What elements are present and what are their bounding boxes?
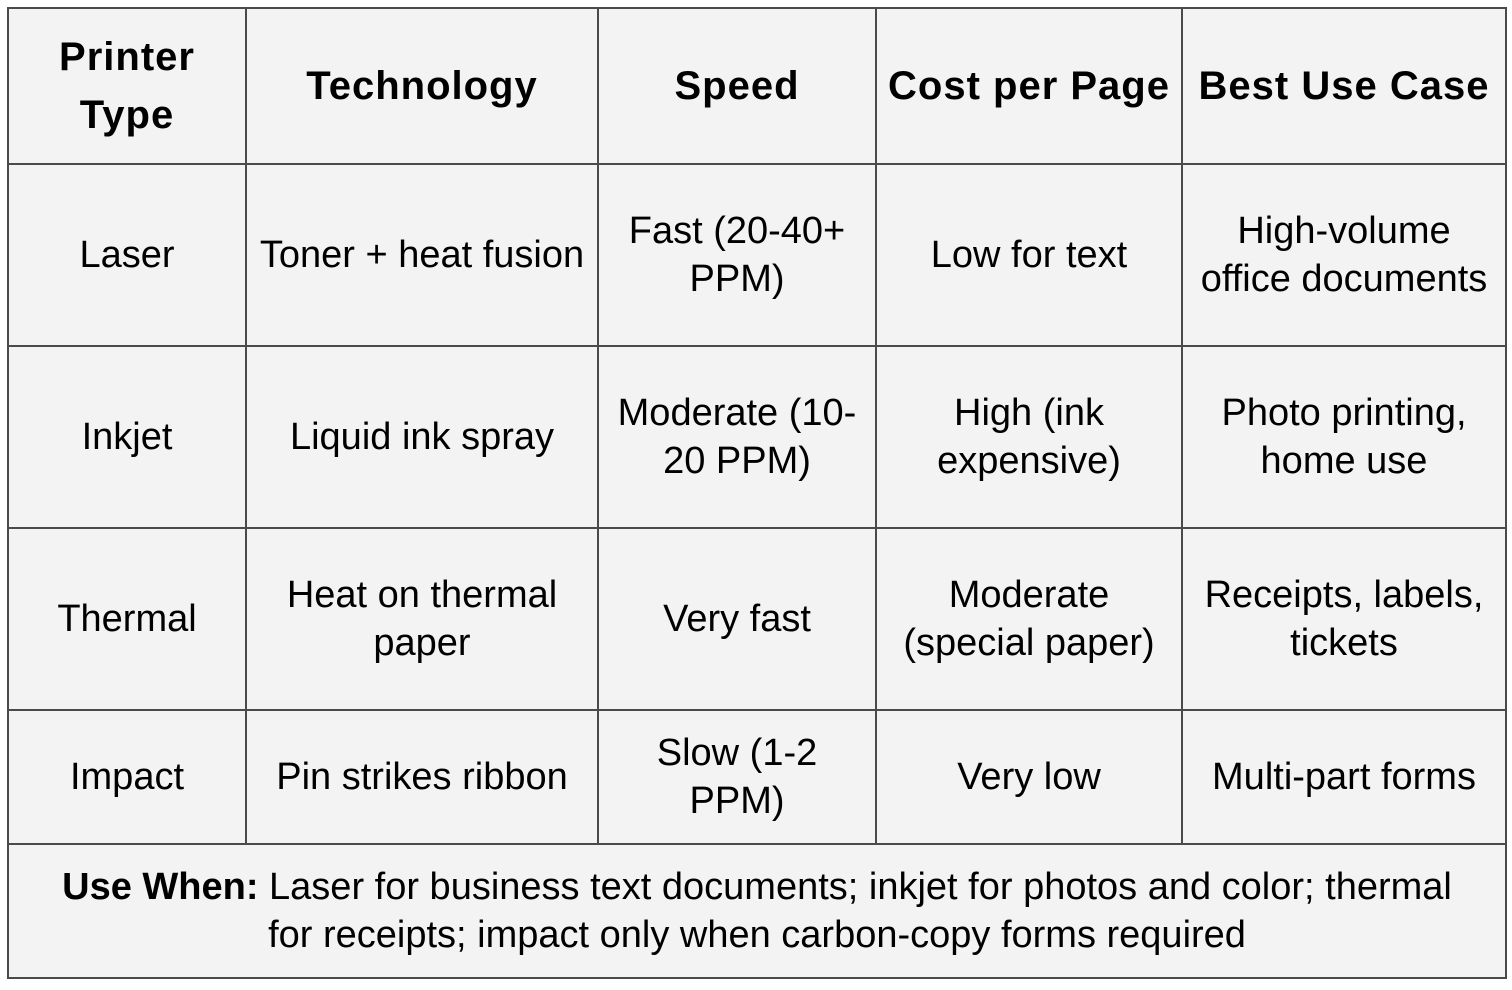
cell-best-use-case: Photo printing, home use bbox=[1181, 345, 1507, 529]
note-row: Use When: Laser for business text docume… bbox=[7, 843, 1507, 979]
cell-speed: Slow (1-2 PPM) bbox=[597, 709, 877, 845]
cell-technology: Heat on thermal paper bbox=[245, 527, 599, 711]
cell-printer-type: Thermal bbox=[7, 527, 247, 711]
note-text: Laser for business text documents; inkje… bbox=[258, 866, 1452, 956]
cell-printer-type: Laser bbox=[7, 163, 247, 347]
note-label: Use When: bbox=[62, 866, 259, 908]
cell-cost-per-page: Low for text bbox=[875, 163, 1183, 347]
table-row: Inkjet Liquid ink spray Moderate (10-20 … bbox=[7, 345, 1507, 529]
cell-speed: Moderate (10-20 PPM) bbox=[597, 345, 877, 529]
note-cell: Use When: Laser for business text docume… bbox=[7, 843, 1507, 979]
printer-comparison-table: Printer Type Technology Speed Cost per P… bbox=[7, 7, 1507, 979]
cell-technology: Pin strikes ribbon bbox=[245, 709, 599, 845]
cell-printer-type: Inkjet bbox=[7, 345, 247, 529]
header-technology: Technology bbox=[245, 7, 599, 165]
cell-technology: Toner + heat fusion bbox=[245, 163, 599, 347]
cell-cost-per-page: High (ink expensive) bbox=[875, 345, 1183, 529]
header-cost-per-page: Cost per Page bbox=[875, 7, 1183, 165]
table-row: Laser Toner + heat fusion Fast (20-40+ P… bbox=[7, 163, 1507, 347]
header-speed: Speed bbox=[597, 7, 877, 165]
table-row: Impact Pin strikes ribbon Slow (1-2 PPM)… bbox=[7, 709, 1507, 845]
cell-cost-per-page: Very low bbox=[875, 709, 1183, 845]
cell-best-use-case: Multi-part forms bbox=[1181, 709, 1507, 845]
cell-speed: Very fast bbox=[597, 527, 877, 711]
header-printer-type: Printer Type bbox=[7, 7, 247, 165]
header-row: Printer Type Technology Speed Cost per P… bbox=[7, 7, 1507, 165]
cell-best-use-case: Receipts, labels, tickets bbox=[1181, 527, 1507, 711]
cell-speed: Fast (20-40+ PPM) bbox=[597, 163, 877, 347]
cell-technology: Liquid ink spray bbox=[245, 345, 599, 529]
table-row: Thermal Heat on thermal paper Very fast … bbox=[7, 527, 1507, 711]
cell-best-use-case: High-volume office documents bbox=[1181, 163, 1507, 347]
cell-printer-type: Impact bbox=[7, 709, 247, 845]
header-best-use-case: Best Use Case bbox=[1181, 7, 1507, 165]
cell-cost-per-page: Moderate (special paper) bbox=[875, 527, 1183, 711]
